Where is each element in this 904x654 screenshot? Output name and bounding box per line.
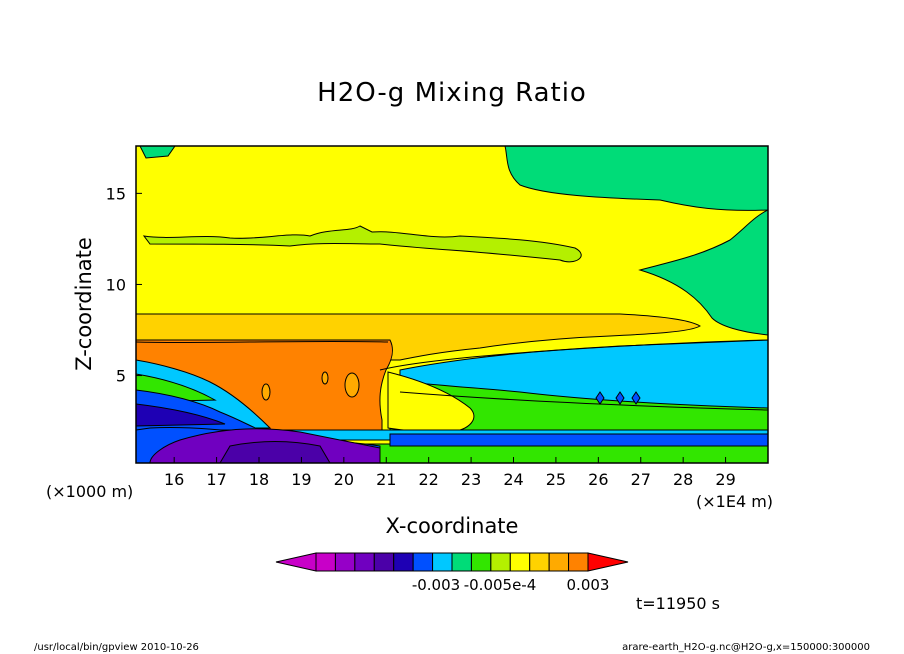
colorbar-segment [432, 552, 453, 572]
contour-line [379, 339, 768, 371]
contour-band [136, 403, 226, 427]
x-tick-label: 26 [588, 470, 608, 489]
footer-left-text: /usr/local/bin/gpview 2010-10-26 [34, 642, 199, 653]
contour-band [261, 383, 271, 401]
x-axis: 16 17 18 19 20 21 22 23 24 25 26 27 28 29 [164, 457, 736, 489]
colorbar-min-arrow [275, 552, 317, 572]
chart-title: H2O-g Mixing Ratio [317, 78, 587, 108]
contour-band [219, 441, 331, 463]
x-tick-label: 20 [334, 470, 354, 489]
contour-band [389, 433, 768, 447]
contour-line [399, 391, 768, 411]
contour-band [615, 391, 625, 405]
colorbar-segment [470, 552, 492, 572]
footer-right-text: arare-earth_H2O-g.nc@H2O-g,x=150000:3000… [622, 642, 870, 653]
x-tick-label: 24 [503, 470, 523, 489]
x-tick-label: 21 [376, 470, 396, 489]
contour-band [389, 379, 768, 441]
plot-frame [135, 145, 769, 464]
y-tick-label: 15 [106, 184, 126, 203]
x-tick-label: 25 [546, 470, 566, 489]
colorbar-segment [315, 552, 336, 572]
x-tick-label: 23 [461, 470, 481, 489]
colorbar-segment [490, 552, 511, 572]
contour-band [142, 225, 582, 263]
contour-band [139, 146, 176, 159]
x-tick-label: 19 [291, 470, 311, 489]
colorbar-segment [334, 552, 356, 572]
colorbar-segment [548, 552, 570, 572]
colorbar-segment [354, 552, 375, 572]
y-axis: 5 10 15 [106, 184, 142, 386]
colorbar-segment [568, 552, 589, 572]
colorbar: -0.003 -0.005e-4 0.003 [275, 552, 629, 594]
contour-band [638, 209, 768, 336]
y-axis-label: Z-coordinate [72, 237, 96, 371]
time-label: t=11950 s [636, 594, 720, 613]
contour-line [136, 340, 389, 344]
colorbar-tick-label: -0.003 [412, 576, 460, 594]
x-unit-right: (×1E4 m) [696, 492, 774, 511]
colorbar-segment [509, 552, 531, 572]
x-tick-label: 29 [715, 470, 735, 489]
colorbar-segment [393, 552, 414, 572]
contour-band [631, 391, 641, 405]
x-tick-label: 18 [249, 470, 269, 489]
contour-field [136, 146, 768, 463]
colorbar-segment [451, 552, 472, 572]
contour-band [344, 372, 360, 398]
colorbar-tick-label: -0.005e-4 [464, 576, 537, 594]
x-tick-label: 28 [673, 470, 693, 489]
colorbar-segment [373, 552, 395, 572]
y-tick-label: 10 [106, 275, 126, 294]
x-tick-label: 17 [206, 470, 226, 489]
y-tick-label: 5 [116, 367, 126, 386]
x-tick-label: 27 [631, 470, 651, 489]
colorbar-segment [529, 552, 550, 572]
x-tick-label: 16 [164, 470, 184, 489]
contour-band [504, 146, 768, 211]
contour-band [321, 371, 329, 385]
x-unit-left: (×1000 m) [46, 482, 134, 501]
colorbar-max-arrow [587, 552, 629, 572]
colorbar-segment [412, 552, 434, 572]
colorbar-tick-label: 0.003 [567, 576, 610, 594]
x-tick-label: 22 [418, 470, 438, 489]
x-axis-label: X-coordinate [385, 514, 519, 538]
